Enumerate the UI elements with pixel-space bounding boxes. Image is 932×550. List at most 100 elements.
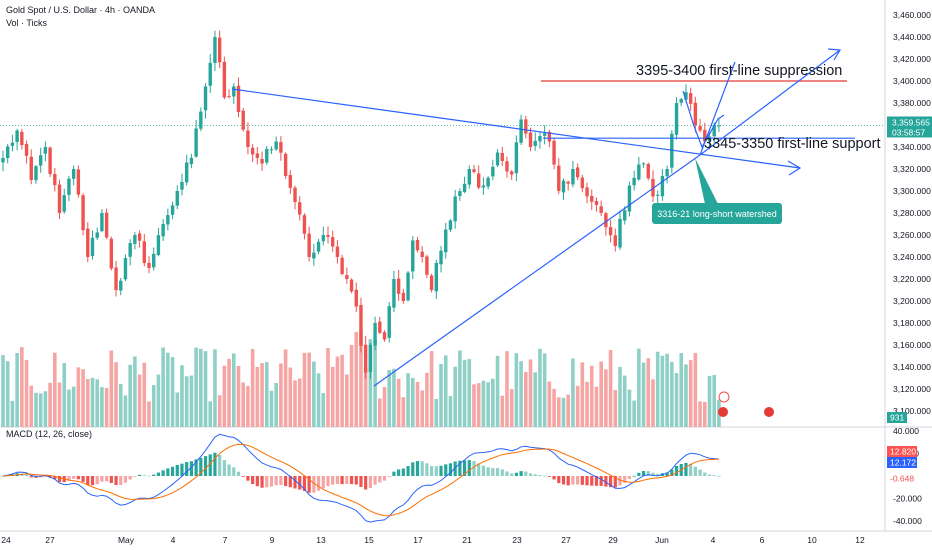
candle-body — [119, 280, 123, 291]
candle-body — [86, 228, 90, 257]
resistance-annotation: 3395-3400 first-line suppression — [636, 63, 842, 79]
macd-histogram-bar — [651, 472, 655, 476]
price-tick-label: 3,200.000 — [893, 296, 931, 306]
volume-bar — [81, 369, 85, 427]
price-tick-label: 3,400.000 — [893, 76, 931, 86]
volume-bar — [95, 379, 99, 427]
volume-bar — [533, 372, 538, 427]
macd-histogram-bar — [604, 476, 608, 487]
macd-histogram-bar — [364, 476, 368, 490]
volume-bar — [359, 331, 363, 427]
macd-histogram-bar — [439, 465, 443, 476]
macd-histogram-bar — [29, 476, 33, 478]
macd-histogram-bar — [698, 469, 702, 476]
candle-body — [623, 210, 627, 221]
price-tick-label: 3,460.000 — [893, 10, 931, 20]
macd-histogram-bar — [251, 476, 255, 485]
macd-histogram-bar — [392, 471, 396, 476]
time-tick-label: 15 — [364, 535, 374, 545]
volume-bar — [476, 383, 481, 427]
volume-bar — [561, 397, 566, 427]
macd-histogram-bar — [524, 471, 528, 476]
volume-bar — [231, 353, 236, 427]
macd-histogram-bar — [613, 476, 617, 488]
macd-histogram-bar — [425, 463, 429, 476]
candle-body — [472, 169, 476, 172]
candle-body — [250, 147, 255, 155]
candle-body — [48, 147, 52, 175]
volume-bar — [354, 331, 359, 427]
volume-bar — [684, 364, 688, 427]
macd-histogram-bar — [693, 466, 697, 476]
candle-body — [684, 92, 688, 100]
macd-histogram-bar — [505, 471, 509, 476]
volume-bar — [34, 392, 38, 427]
candle-body — [542, 133, 547, 136]
macd-histogram-bar — [519, 471, 523, 476]
candle-body — [717, 125, 721, 127]
macd-histogram-bar — [580, 476, 584, 485]
volume-bar — [90, 377, 95, 427]
volume-bar — [434, 398, 439, 427]
volume-bar — [608, 350, 613, 427]
macd-histogram-bar — [411, 462, 415, 476]
macd-histogram-bar — [594, 476, 599, 486]
candle-body — [335, 246, 340, 257]
volume-bar — [472, 384, 476, 427]
candle-body — [434, 262, 439, 292]
macd-histogram-bar — [109, 476, 113, 483]
volume-bar — [1, 355, 5, 427]
time-tick-label: 7 — [223, 535, 228, 545]
candle-body — [246, 130, 250, 147]
candle-body — [38, 155, 43, 166]
macd-histogram-bar — [24, 474, 29, 476]
macd-histogram-bar — [495, 468, 500, 476]
macd-histogram-bar — [72, 476, 76, 479]
volume-bar — [189, 375, 194, 427]
candle-body — [406, 272, 410, 301]
volume-bar — [109, 350, 114, 427]
candle-body — [505, 161, 509, 172]
volume-bar — [326, 348, 330, 427]
volume-bar — [184, 376, 189, 427]
volume-bar — [462, 359, 467, 427]
macd-histogram-bar — [137, 474, 142, 476]
candle-body — [594, 200, 599, 205]
volume-bar — [641, 362, 646, 427]
volume-bar — [495, 355, 500, 427]
candle-body — [142, 241, 146, 263]
time-tick-label: 4 — [711, 535, 716, 545]
volume-bar — [420, 390, 424, 427]
price-tick-label: 3,340.000 — [893, 142, 931, 152]
us-flag-icon — [718, 407, 728, 417]
volume-bar — [71, 386, 76, 427]
candle-body — [147, 262, 151, 268]
volume-bar — [373, 340, 377, 427]
time-tick-label: Jun — [655, 535, 669, 545]
macd-histogram-bar — [213, 452, 217, 476]
candle-body — [232, 86, 236, 97]
candle-body — [660, 176, 665, 197]
volume-bar — [693, 352, 698, 427]
macd-histogram-bar — [670, 469, 674, 476]
macd-histogram-bar — [590, 476, 594, 486]
macd-histogram-bar — [627, 476, 632, 479]
candle-body — [10, 142, 15, 146]
macd-histogram-bar — [321, 476, 325, 489]
volume-bar — [147, 401, 151, 427]
volume-bar — [406, 373, 410, 427]
volume-bar — [118, 383, 123, 427]
volume-bar — [274, 383, 278, 427]
candle-body — [509, 171, 514, 175]
volume-bar — [335, 356, 340, 427]
volume-bar — [10, 400, 15, 427]
volume-bar — [613, 390, 618, 427]
watershed-annotation: 3316-21 long-short watershed — [657, 209, 777, 219]
volume-bar — [646, 358, 651, 427]
volume-bar — [368, 339, 373, 427]
macd-histogram-bar — [246, 476, 250, 481]
macd-histogram-bar — [123, 476, 128, 483]
macd-histogram-bar — [632, 475, 636, 477]
volume-bar — [128, 364, 132, 427]
